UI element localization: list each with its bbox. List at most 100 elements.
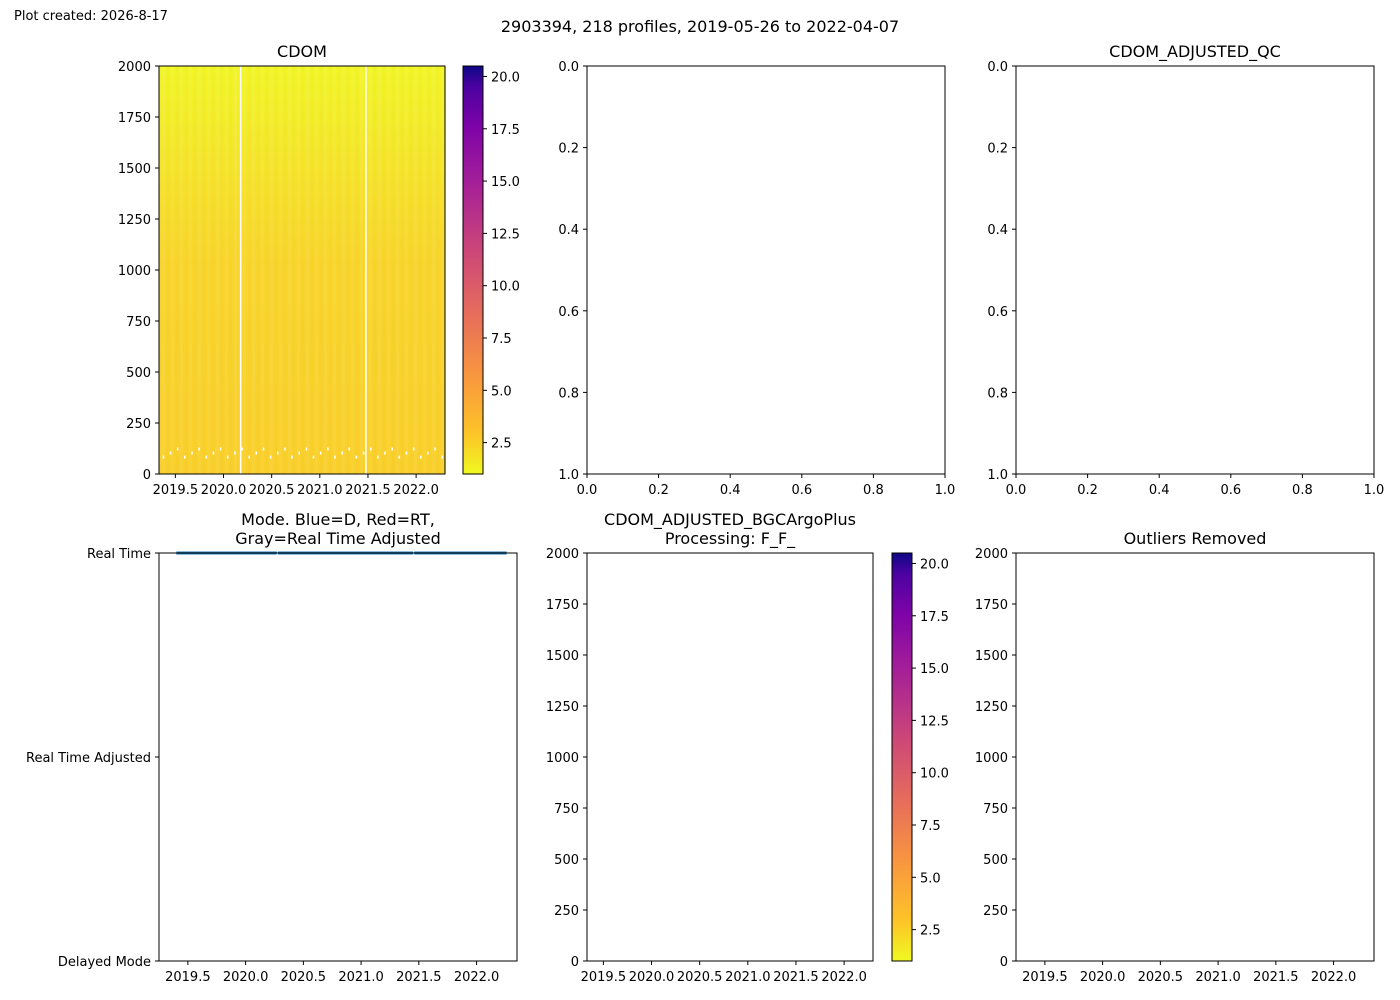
plot-area — [1016, 66, 1374, 474]
x-tick-label: 2019.5 — [153, 483, 199, 498]
heatmap-speckle — [391, 447, 393, 451]
heatmap-speckle — [369, 447, 372, 451]
x-tick-label: 2021.0 — [725, 970, 771, 985]
heatmap-speckle — [384, 451, 386, 455]
x-tick-label: 0.8 — [863, 483, 884, 498]
chart-title-line: CDOM_ADJUSTED_BGCArgoPlus — [604, 510, 856, 530]
y-tick-label: 1500 — [975, 649, 1008, 664]
x-tick-label: 2019.5 — [581, 970, 627, 985]
plot-area — [159, 553, 517, 961]
heatmap-gap-column — [365, 66, 367, 474]
heatmap-speckle — [355, 455, 358, 459]
y-tick-label: 0 — [143, 468, 151, 483]
x-tick-label: 2020.0 — [629, 970, 675, 985]
y-tick-label: 0.4 — [558, 223, 579, 238]
colorbar-tick-label: 12.5 — [491, 227, 520, 242]
heatmap-speckle — [398, 455, 401, 459]
heatmap-speckle — [291, 455, 293, 459]
colorbar-tick-label: 5.0 — [491, 384, 512, 399]
y-tick-label: 1750 — [118, 111, 151, 126]
x-tick-label: 2021.0 — [297, 483, 343, 498]
heatmap-speckle — [276, 451, 279, 455]
y-tick-label: 2000 — [546, 547, 579, 562]
x-tick-label: 0.6 — [1220, 483, 1241, 498]
y-tick-label: 250 — [554, 904, 579, 919]
heatmap-speckle — [269, 455, 272, 459]
y-tick-label: 500 — [554, 853, 579, 868]
x-tick-label: 2020.0 — [1080, 970, 1126, 985]
y-tick-label: 750 — [126, 315, 151, 330]
colorbar-tick-label: 2.5 — [920, 924, 941, 939]
x-tick-label: 2020.5 — [677, 970, 723, 985]
y-tick-label: Real Time Adjusted — [26, 751, 151, 766]
chart-cdom-adjusted-bgc: 2019.5 2020.0 2020.5 2021.0 2021.5 2022.0 0 250… — [546, 510, 949, 985]
y-tick-label: 0.8 — [987, 386, 1008, 401]
chart-outliers-removed: 2019.5 2020.0 2020.5 2021.0 2021.5 2022.0 0 250… — [975, 529, 1375, 985]
colorbar-gradient — [462, 65, 484, 475]
plot-area — [587, 66, 945, 474]
y-tick-label: 0.2 — [987, 142, 1008, 157]
heatmap-speckle — [405, 451, 408, 455]
x-tick-label: 0.4 — [720, 483, 741, 498]
colorbar-tick-label: 12.5 — [920, 714, 949, 729]
axes-frame — [586, 65, 946, 475]
y-tick-label: 1500 — [546, 649, 579, 664]
heatmap-speckle — [234, 451, 236, 455]
heatmap-speckle — [298, 451, 301, 455]
chart-title-line: Gray=Real Time Adjusted — [235, 529, 441, 548]
heatmap-speckle — [162, 455, 165, 459]
plot-area — [1016, 553, 1374, 961]
heatmap-speckle — [341, 451, 343, 455]
plot-created-label: Plot created: 2026-8-17 — [14, 9, 168, 24]
heatmap-speckle — [334, 455, 336, 459]
y-tick-label: 750 — [983, 802, 1008, 817]
x-tick-label: 0.0 — [577, 483, 598, 498]
x-tick-label: 2020.0 — [223, 970, 269, 985]
y-tick-label: 250 — [126, 417, 151, 432]
chart-title: CDOM_ADJUSTED_QC — [1109, 42, 1281, 62]
axes-frame — [1015, 65, 1375, 475]
heatmap-speckle — [241, 447, 243, 451]
y-tick-label: 1.0 — [987, 468, 1008, 483]
colorbar-tick-label: 10.0 — [491, 280, 520, 295]
y-tick-label: 0.2 — [558, 142, 579, 157]
x-tick-label: 2022.0 — [821, 970, 867, 985]
x-tick-label: 0.6 — [791, 483, 812, 498]
x-tick-label: 2019.5 — [1022, 970, 1068, 985]
heatmap-gap-column — [239, 66, 242, 474]
heatmap-speckle — [427, 451, 429, 455]
chart-title-line: Mode. Blue=D, Red=RT, — [241, 510, 435, 529]
heatmap-speckle — [377, 455, 379, 459]
y-tick-label: 0.8 — [558, 386, 579, 401]
y-tick-label: 0 — [571, 955, 579, 970]
heatmap-speckle — [441, 455, 444, 459]
y-tick-label: 1250 — [975, 700, 1008, 715]
heatmap-texture — [159, 66, 445, 474]
y-tick-label: 1500 — [118, 162, 151, 177]
heatmap-speckle — [262, 447, 265, 451]
heatmap-speckle — [205, 455, 208, 459]
heatmap-speckle — [419, 455, 422, 459]
heatmap-speckle — [191, 451, 193, 455]
x-tick-label: 1.0 — [1364, 483, 1385, 498]
heatmap-speckle — [198, 447, 200, 451]
x-tick-label: 2021.0 — [338, 970, 384, 985]
colorbar: 2.5 5.0 7.5 10.0 12.5 15.0 17.5 20.0 — [462, 65, 520, 475]
colorbar-tick-label: 20.0 — [491, 70, 520, 85]
heatmap-speckle — [212, 451, 215, 455]
y-tick-label: 0 — [1000, 955, 1008, 970]
x-tick-label: 2021.5 — [396, 970, 442, 985]
colorbar-tick-label: 17.5 — [491, 123, 520, 138]
colorbar-gradient — [891, 552, 913, 962]
y-tick-label: 1750 — [975, 598, 1008, 613]
x-tick-label: 2020.5 — [281, 970, 327, 985]
figure-suptitle: 2903394, 218 profiles, 2019-05-26 to 202… — [501, 17, 899, 36]
x-tick-label: 2022.0 — [1311, 970, 1357, 985]
y-tick-label: 750 — [554, 802, 579, 817]
y-tick-label: 1.0 — [558, 468, 579, 483]
y-tick-label: 0.6 — [987, 305, 1008, 320]
colorbar-tick-label: 2.5 — [491, 437, 512, 452]
chart-cdom: 2019.5 2020.0 2020.5 2021.0 2021.5 2022.0 0 250… — [118, 42, 520, 498]
x-tick-label: 0.2 — [648, 483, 669, 498]
